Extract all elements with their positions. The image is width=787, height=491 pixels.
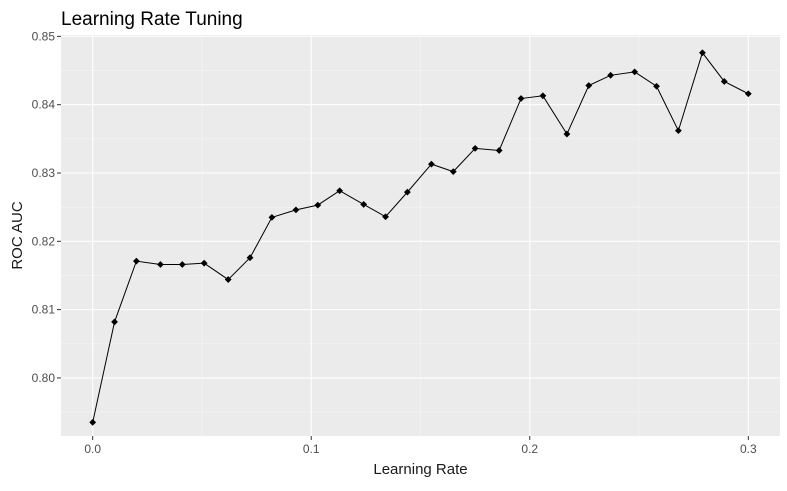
y-tick-label: 0.84 [32, 98, 56, 112]
y-tick-label: 0.85 [32, 29, 56, 43]
y-tick-label: 0.83 [32, 166, 56, 180]
data-point-marker [360, 201, 368, 208]
axis-ticks [57, 35, 749, 440]
data-point-marker [563, 130, 571, 138]
data-point-marker [585, 82, 593, 89]
major-gridlines [61, 35, 780, 436]
data-point-marker [428, 160, 435, 168]
data-point-marker [471, 145, 479, 152]
data-point-marker [89, 418, 97, 426]
data-point-marker [111, 318, 118, 326]
data-point-marker [132, 257, 140, 265]
minor-gridlines [61, 35, 780, 436]
y-tick-label: 0.81 [32, 303, 56, 317]
series-layer [89, 49, 752, 426]
data-point-marker [744, 90, 752, 98]
data-point-marker [178, 261, 186, 268]
data-point-marker [631, 68, 639, 76]
data-point-marker [607, 71, 615, 79]
chart-title: Learning Rate Tuning [61, 9, 243, 30]
data-point-marker [517, 95, 525, 102]
x-axis-title: Learning Rate [373, 461, 467, 478]
x-tick-label: 0.3 [740, 442, 757, 456]
data-point-marker [268, 213, 276, 221]
data-point-marker [314, 201, 322, 209]
data-point-marker [382, 213, 389, 221]
x-tick-label: 0.1 [303, 442, 320, 456]
data-point-marker [653, 82, 660, 90]
data-point-marker [720, 78, 728, 85]
axis-tick-labels: 0.0 0.1 0.2 0.3 0.80 0.81 0.82 0.83 0.84 0.85 [32, 29, 757, 456]
y-tick-label: 0.82 [32, 234, 56, 248]
data-point-marker [674, 127, 682, 135]
data-point-marker [336, 187, 344, 195]
y-axis-title: ROC AUC [9, 201, 26, 270]
data-point-marker [224, 276, 232, 283]
data-point-marker [292, 206, 300, 214]
data-point-marker [495, 147, 503, 154]
data-point-marker [200, 259, 208, 267]
data-point-marker [449, 168, 457, 176]
data-point-marker [246, 254, 254, 262]
x-tick-label: 0.0 [84, 442, 101, 456]
x-tick-label: 0.2 [521, 442, 538, 456]
data-point-marker [539, 92, 547, 100]
data-point-marker [699, 49, 706, 57]
series-line [92, 51, 749, 423]
data-point-marker [157, 261, 164, 268]
data-point-marker [403, 188, 411, 196]
y-tick-label: 0.80 [32, 371, 56, 385]
